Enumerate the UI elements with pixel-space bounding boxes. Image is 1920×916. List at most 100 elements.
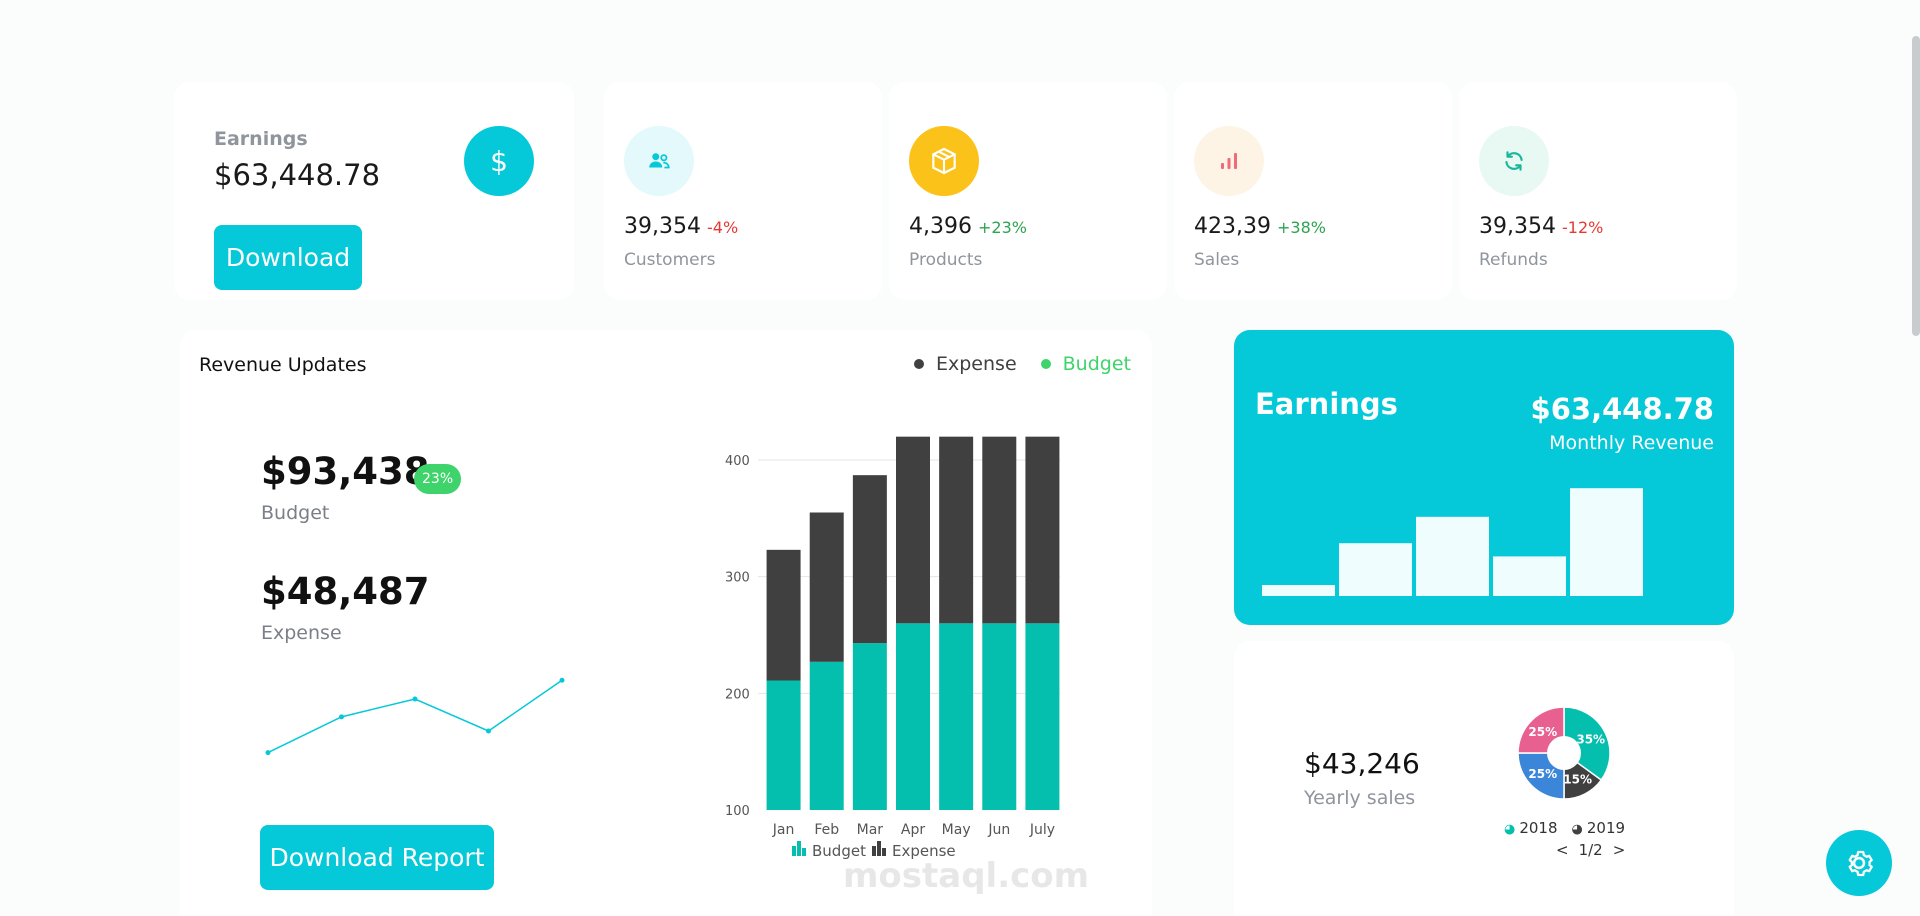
y-tick-label: 400 xyxy=(725,454,750,469)
legend-glyph xyxy=(797,841,801,856)
stat-label: Sales xyxy=(1194,250,1240,270)
earnings-title: Earnings xyxy=(1255,387,1398,421)
legend-glyph xyxy=(802,848,806,856)
stat-value: 4,396 +23% xyxy=(909,214,1027,239)
watermark: mostaql.com xyxy=(843,856,1090,896)
bar-budget xyxy=(766,680,801,810)
stat-card-sales: 423,39 +38% Sales xyxy=(1174,82,1452,300)
x-tick-label: Jan xyxy=(772,822,795,838)
year-legend: ◕ 2018 ◕ 2019 xyxy=(1504,819,1625,837)
bar-expense xyxy=(809,512,844,662)
dollar-icon: $ xyxy=(464,126,534,196)
earnings-monthly-card: Earnings $63,448.78 Monthly Revenue xyxy=(1234,330,1734,625)
earnings-card: Earnings $63,448.78 $ Download xyxy=(174,82,574,300)
bar-expense xyxy=(896,436,930,624)
bar-budget xyxy=(1025,623,1060,810)
x-tick-label: July xyxy=(1029,822,1055,838)
bar-budget xyxy=(939,623,974,810)
legend-dot xyxy=(1040,359,1051,369)
sparkline-point xyxy=(559,677,565,683)
pie-label: 15% xyxy=(1563,773,1592,787)
yearly-value: $43,246 xyxy=(1304,747,1420,780)
expense-value: $48,487 xyxy=(261,570,430,613)
budget-value: $93,438 xyxy=(261,450,430,493)
earnings-bar xyxy=(1339,543,1412,596)
legend-budget[interactable]: Budget xyxy=(1040,353,1131,375)
stat-change: -4% xyxy=(706,218,739,237)
legend-expense[interactable]: Expense xyxy=(914,353,1017,375)
yearly-sales-card: $43,246 Yearly sales 35% 15% 25% 25% ◕ 2018 … xyxy=(1234,641,1734,916)
earnings-bar-chart xyxy=(1262,488,1643,596)
settings-gear-button[interactable] xyxy=(1826,830,1892,896)
earnings-label: Earnings xyxy=(214,128,308,150)
scrollbar[interactable] xyxy=(1912,36,1920,336)
revenue-bar-chart: 100 200 300 400 Jan Feb Mar Apr May Jun July Budget… xyxy=(725,436,1060,860)
legend-label: Budget xyxy=(812,842,866,860)
stat-label: Products xyxy=(909,250,983,270)
pager-label: 1/2 xyxy=(1578,841,1603,859)
yearly-label: Yearly sales xyxy=(1304,787,1416,809)
next-icon[interactable]: > xyxy=(1612,841,1626,859)
sparkline-point xyxy=(412,696,418,702)
earnings-bar xyxy=(1570,488,1643,596)
chart-legend-item: Budget xyxy=(792,841,866,860)
x-tick-label: Apr xyxy=(901,822,925,838)
earnings-bar xyxy=(1416,516,1489,596)
sparkline-point xyxy=(486,728,491,734)
pie-label: 25% xyxy=(1528,767,1557,781)
download-button[interactable]: Download xyxy=(214,225,362,290)
stat-change: -12% xyxy=(1561,218,1604,237)
legend-glyph xyxy=(882,848,886,856)
sparkline-point xyxy=(265,750,271,756)
earnings-bar xyxy=(1262,585,1335,596)
revenue-legend: Expense Budget xyxy=(914,353,1131,375)
stat-value: 39,354 -12% xyxy=(1479,214,1604,239)
yearly-donut-chart: 35% 15% 25% 25% xyxy=(1517,706,1611,800)
year-2019[interactable]: ◕ 2019 xyxy=(1571,819,1626,837)
customers-icon xyxy=(624,126,694,196)
budget-badge: 23% xyxy=(414,464,462,494)
earnings-monthly-value: $63,448.78 xyxy=(1530,392,1714,426)
stat-label: Refunds xyxy=(1479,250,1548,270)
x-tick-label: May xyxy=(942,822,971,838)
bar-expense xyxy=(766,549,801,681)
stat-value: 39,354 -4% xyxy=(624,214,739,239)
stat-value: 423,39 +38% xyxy=(1194,214,1326,239)
legend-dot xyxy=(914,359,924,369)
earnings-value: $63,448.78 xyxy=(214,158,381,192)
bar-budget xyxy=(982,623,1017,810)
sparkline-path xyxy=(267,679,563,754)
y-tick-label: 300 xyxy=(725,571,750,586)
y-tick-label: 100 xyxy=(725,804,750,819)
download-report-button[interactable]: Download Report xyxy=(260,825,494,890)
prev-icon[interactable]: < xyxy=(1556,841,1569,859)
stat-change: +23% xyxy=(977,218,1027,237)
legend-glyph xyxy=(877,841,881,856)
budget-label: Budget xyxy=(261,502,330,524)
legend-glyph xyxy=(872,846,876,856)
x-tick-label: Mar xyxy=(857,822,884,838)
bar-expense xyxy=(939,436,974,624)
chart-legend-item: Expense xyxy=(872,841,956,860)
stat-label: Customers xyxy=(624,250,716,270)
bar-expense xyxy=(852,475,887,644)
pie-label: 35% xyxy=(1576,732,1605,746)
stat-card-customers: 39,354 -4% Customers xyxy=(604,82,882,300)
earnings-bar xyxy=(1493,556,1566,596)
stat-card-refunds: 39,354 -12% Refunds xyxy=(1459,82,1737,300)
x-tick-label: Feb xyxy=(814,822,839,838)
pie-slice xyxy=(1563,706,1611,782)
bar-budget xyxy=(852,643,887,810)
bar-expense xyxy=(1025,436,1060,624)
year-2018[interactable]: ◕ 2018 xyxy=(1504,819,1558,837)
revenue-title: Revenue Updates xyxy=(199,354,367,376)
pie-label: 25% xyxy=(1528,725,1557,739)
stat-change: +38% xyxy=(1276,218,1326,237)
expense-label: Expense xyxy=(261,622,342,644)
pager: < 1/2 > xyxy=(1556,841,1625,859)
sparkline-point xyxy=(339,714,344,720)
donut-hole xyxy=(1547,736,1581,770)
earnings-monthly-label: Monthly Revenue xyxy=(1549,432,1714,454)
legend-glyph xyxy=(792,846,796,856)
bar-budget xyxy=(809,661,844,810)
